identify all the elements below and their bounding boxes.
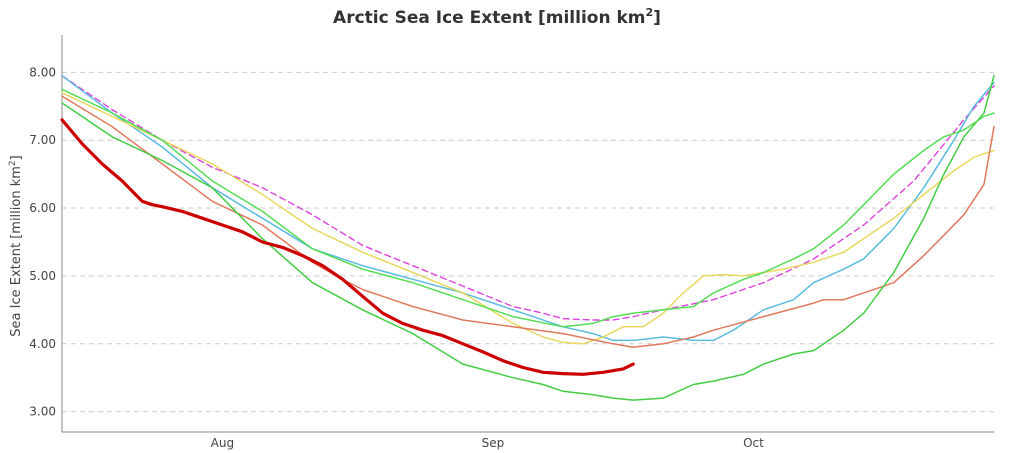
y-tick-label: 5.00	[29, 269, 56, 283]
y-tick-label: 7.00	[29, 133, 56, 147]
chart-title: Arctic Sea Ice Extent [million km2]	[333, 6, 661, 28]
y-axis-label-end: ]	[9, 155, 24, 160]
series-line-1	[61, 74, 995, 321]
series-line-3	[61, 91, 995, 345]
chart-title-superscript: 2	[646, 6, 654, 19]
y-tick-label: 3.00	[29, 405, 56, 419]
gridlines	[62, 71, 994, 413]
y-tick-label: 6.00	[29, 201, 56, 215]
axes	[61, 35, 994, 433]
series-line-5	[61, 74, 995, 401]
y-tick-label: 8.00	[29, 65, 56, 79]
y-axis-label: Sea Ice Extent [million km2]	[8, 155, 24, 336]
data-series	[60, 74, 995, 401]
y-tick-label: 4.00	[29, 337, 56, 351]
chart-title-main: Arctic Sea Ice Extent [million km	[333, 8, 645, 28]
series-line-2	[61, 74, 995, 342]
x-tick-label: Oct	[743, 436, 764, 450]
x-tick-label: Sep	[482, 436, 505, 450]
y-axis-label-main: Sea Ice Extent [million km	[9, 166, 24, 337]
x-tick-labels: Aug Sep Oct	[211, 436, 765, 450]
y-axis-label-superscript: 2	[8, 160, 18, 166]
chart-title-end: ]	[653, 8, 661, 28]
series-line-7	[60, 118, 635, 376]
x-tick-label: Aug	[211, 436, 234, 450]
y-tick-labels: 3.00 4.00 5.00 6.00 7.00 8.00	[29, 65, 56, 418]
series-line-4	[61, 95, 995, 348]
series-line-6	[61, 88, 995, 328]
